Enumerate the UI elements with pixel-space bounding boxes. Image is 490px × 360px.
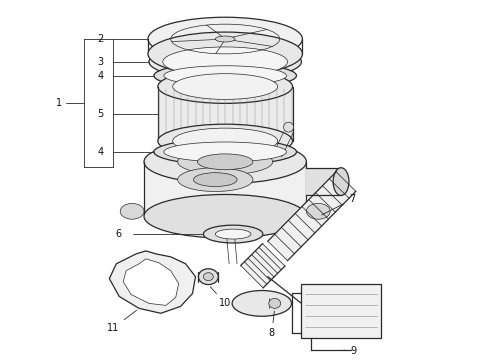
Ellipse shape xyxy=(198,269,218,284)
Ellipse shape xyxy=(158,70,293,103)
Ellipse shape xyxy=(178,168,253,192)
Ellipse shape xyxy=(232,291,292,316)
Ellipse shape xyxy=(269,298,281,309)
Ellipse shape xyxy=(172,128,278,154)
Polygon shape xyxy=(268,172,356,261)
Polygon shape xyxy=(306,168,341,195)
Ellipse shape xyxy=(178,149,273,175)
Ellipse shape xyxy=(194,173,237,186)
Text: 2: 2 xyxy=(97,34,103,44)
Bar xyxy=(301,284,381,338)
Polygon shape xyxy=(241,244,285,288)
Ellipse shape xyxy=(215,36,235,42)
Ellipse shape xyxy=(148,17,302,61)
Text: 6: 6 xyxy=(115,229,121,239)
Ellipse shape xyxy=(158,124,293,158)
Ellipse shape xyxy=(306,203,330,219)
Ellipse shape xyxy=(203,273,213,280)
Text: 10: 10 xyxy=(210,287,231,309)
Ellipse shape xyxy=(164,142,287,162)
Text: 11: 11 xyxy=(107,310,137,333)
Ellipse shape xyxy=(197,154,253,170)
Ellipse shape xyxy=(172,74,278,99)
Ellipse shape xyxy=(144,194,306,238)
Text: 5: 5 xyxy=(97,109,103,119)
Ellipse shape xyxy=(149,44,301,80)
Ellipse shape xyxy=(154,139,296,165)
Text: 7: 7 xyxy=(322,194,355,215)
Text: 9: 9 xyxy=(344,346,357,356)
Ellipse shape xyxy=(144,140,306,184)
Ellipse shape xyxy=(164,66,287,86)
Text: 1: 1 xyxy=(56,98,62,108)
Polygon shape xyxy=(123,259,179,305)
Ellipse shape xyxy=(148,32,302,76)
Ellipse shape xyxy=(284,122,294,132)
Ellipse shape xyxy=(333,168,349,195)
Text: 3: 3 xyxy=(98,57,103,67)
Polygon shape xyxy=(109,251,196,313)
Ellipse shape xyxy=(154,63,296,89)
Ellipse shape xyxy=(215,229,251,239)
Polygon shape xyxy=(144,162,306,216)
Ellipse shape xyxy=(163,47,288,77)
Text: 4: 4 xyxy=(98,71,103,81)
Polygon shape xyxy=(158,86,293,141)
Text: 8: 8 xyxy=(269,311,275,338)
Ellipse shape xyxy=(120,203,144,219)
Text: 4: 4 xyxy=(98,147,103,157)
Ellipse shape xyxy=(203,225,263,243)
